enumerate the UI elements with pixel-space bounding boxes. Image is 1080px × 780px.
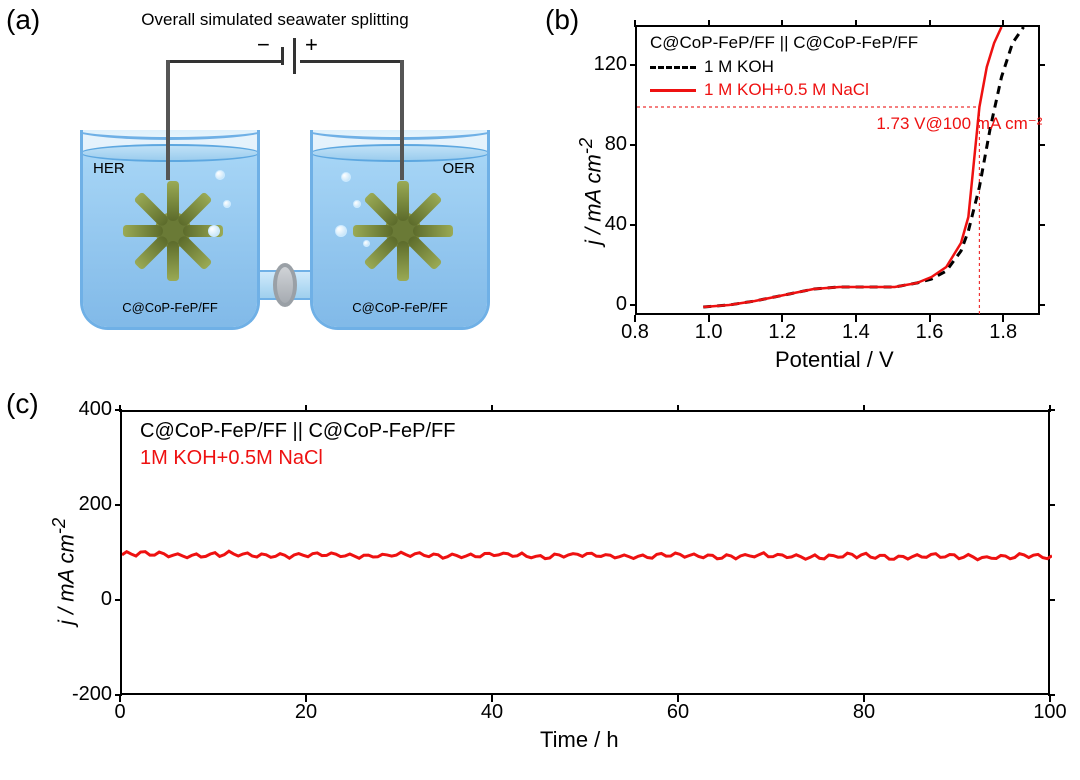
- catalyst-cluster: [358, 185, 448, 275]
- xtick-label: 1.2: [762, 321, 802, 344]
- ytick-label: 400: [60, 398, 112, 421]
- chart-b-xlabel: Potential / V: [775, 347, 894, 373]
- xtick-label: 60: [658, 701, 698, 724]
- legend-label-nacl: 1 M KOH+0.5 M NaCl: [704, 80, 869, 99]
- electrode-oer: [400, 60, 404, 180]
- ylabel-text: j / mA cm: [53, 534, 78, 625]
- electrode-her: [166, 60, 170, 180]
- xtick-label: 1.4: [836, 321, 876, 344]
- legend-title: C@CoP-FeP/FF || C@CoP-FeP/FF: [650, 33, 918, 53]
- xtick-label: 80: [844, 701, 884, 724]
- ytick-label: 80: [585, 133, 627, 156]
- battery-plus: +: [305, 32, 318, 58]
- legend-label-koh: 1 M KOH: [704, 57, 774, 76]
- bubble: [353, 200, 361, 208]
- xtick-label: 1.0: [689, 321, 729, 344]
- bubble: [215, 170, 225, 180]
- catalyst-cluster: [128, 185, 218, 275]
- chart-c-xlabel: Time / h: [540, 727, 619, 753]
- xtick-label: 40: [472, 701, 512, 724]
- bubble: [208, 225, 220, 237]
- wire: [300, 60, 402, 63]
- catalyst-label: C@CoP-FeP/FF: [83, 300, 257, 315]
- ylabel-sup: -2: [48, 518, 69, 534]
- xtick-label: 0.8: [615, 321, 655, 344]
- bubble: [363, 240, 370, 247]
- panel-a-title: Overall simulated seawater splitting: [20, 10, 530, 30]
- ytick-label: 120: [585, 53, 627, 76]
- panel-c-chart: j / mA cm-2 Time / h C@CoP-FeP/FF || C@C…: [20, 395, 1060, 765]
- battery-icon: − +: [275, 38, 307, 78]
- legend-swatch-koh: [650, 66, 696, 69]
- oer-label: OER: [442, 160, 475, 177]
- svg-text:1.73 V@100 mA cm⁻²: 1.73 V@100 mA cm⁻²: [876, 114, 1042, 133]
- xtick-label: 1.6: [910, 321, 950, 344]
- bubble: [335, 225, 347, 237]
- bubble: [223, 200, 231, 208]
- legend-swatch-nacl: [650, 89, 696, 92]
- battery-minus: −: [257, 32, 270, 58]
- beaker-her: HER C@CoP-FeP/FF: [80, 130, 260, 330]
- ytick-label: 40: [585, 213, 627, 236]
- wire: [168, 60, 283, 63]
- ytick-label: -200: [60, 683, 112, 706]
- xtick-label: 20: [286, 701, 326, 724]
- ytick-label: 0: [585, 293, 627, 316]
- bubble: [341, 172, 351, 182]
- ytick-label: 0: [60, 588, 112, 611]
- chart-b-legend: C@CoP-FeP/FF || C@CoP-FeP/FF 1 M KOH 1 M…: [650, 33, 918, 100]
- panel-a-diagram: Overall simulated seawater splitting − +…: [20, 10, 530, 380]
- legend-sub-c: 1M KOH+0.5M NaCl: [140, 447, 455, 470]
- beaker-rim: [80, 130, 260, 140]
- legend-title-c: C@CoP-FeP/FF || C@CoP-FeP/FF: [140, 420, 455, 443]
- xtick-label: 100: [1030, 701, 1070, 724]
- chart-c-legend: C@CoP-FeP/FF || C@CoP-FeP/FF 1M KOH+0.5M…: [140, 420, 455, 470]
- ytick-label: 200: [60, 493, 112, 516]
- panel-b-chart: 1.73 V@100 mA cm⁻² j / mA cm-2 Potential…: [555, 15, 1065, 380]
- her-label: HER: [93, 160, 125, 177]
- bridge-clamp: [273, 263, 297, 307]
- catalyst-label: C@CoP-FeP/FF: [313, 300, 487, 315]
- xtick-label: 1.8: [983, 321, 1023, 344]
